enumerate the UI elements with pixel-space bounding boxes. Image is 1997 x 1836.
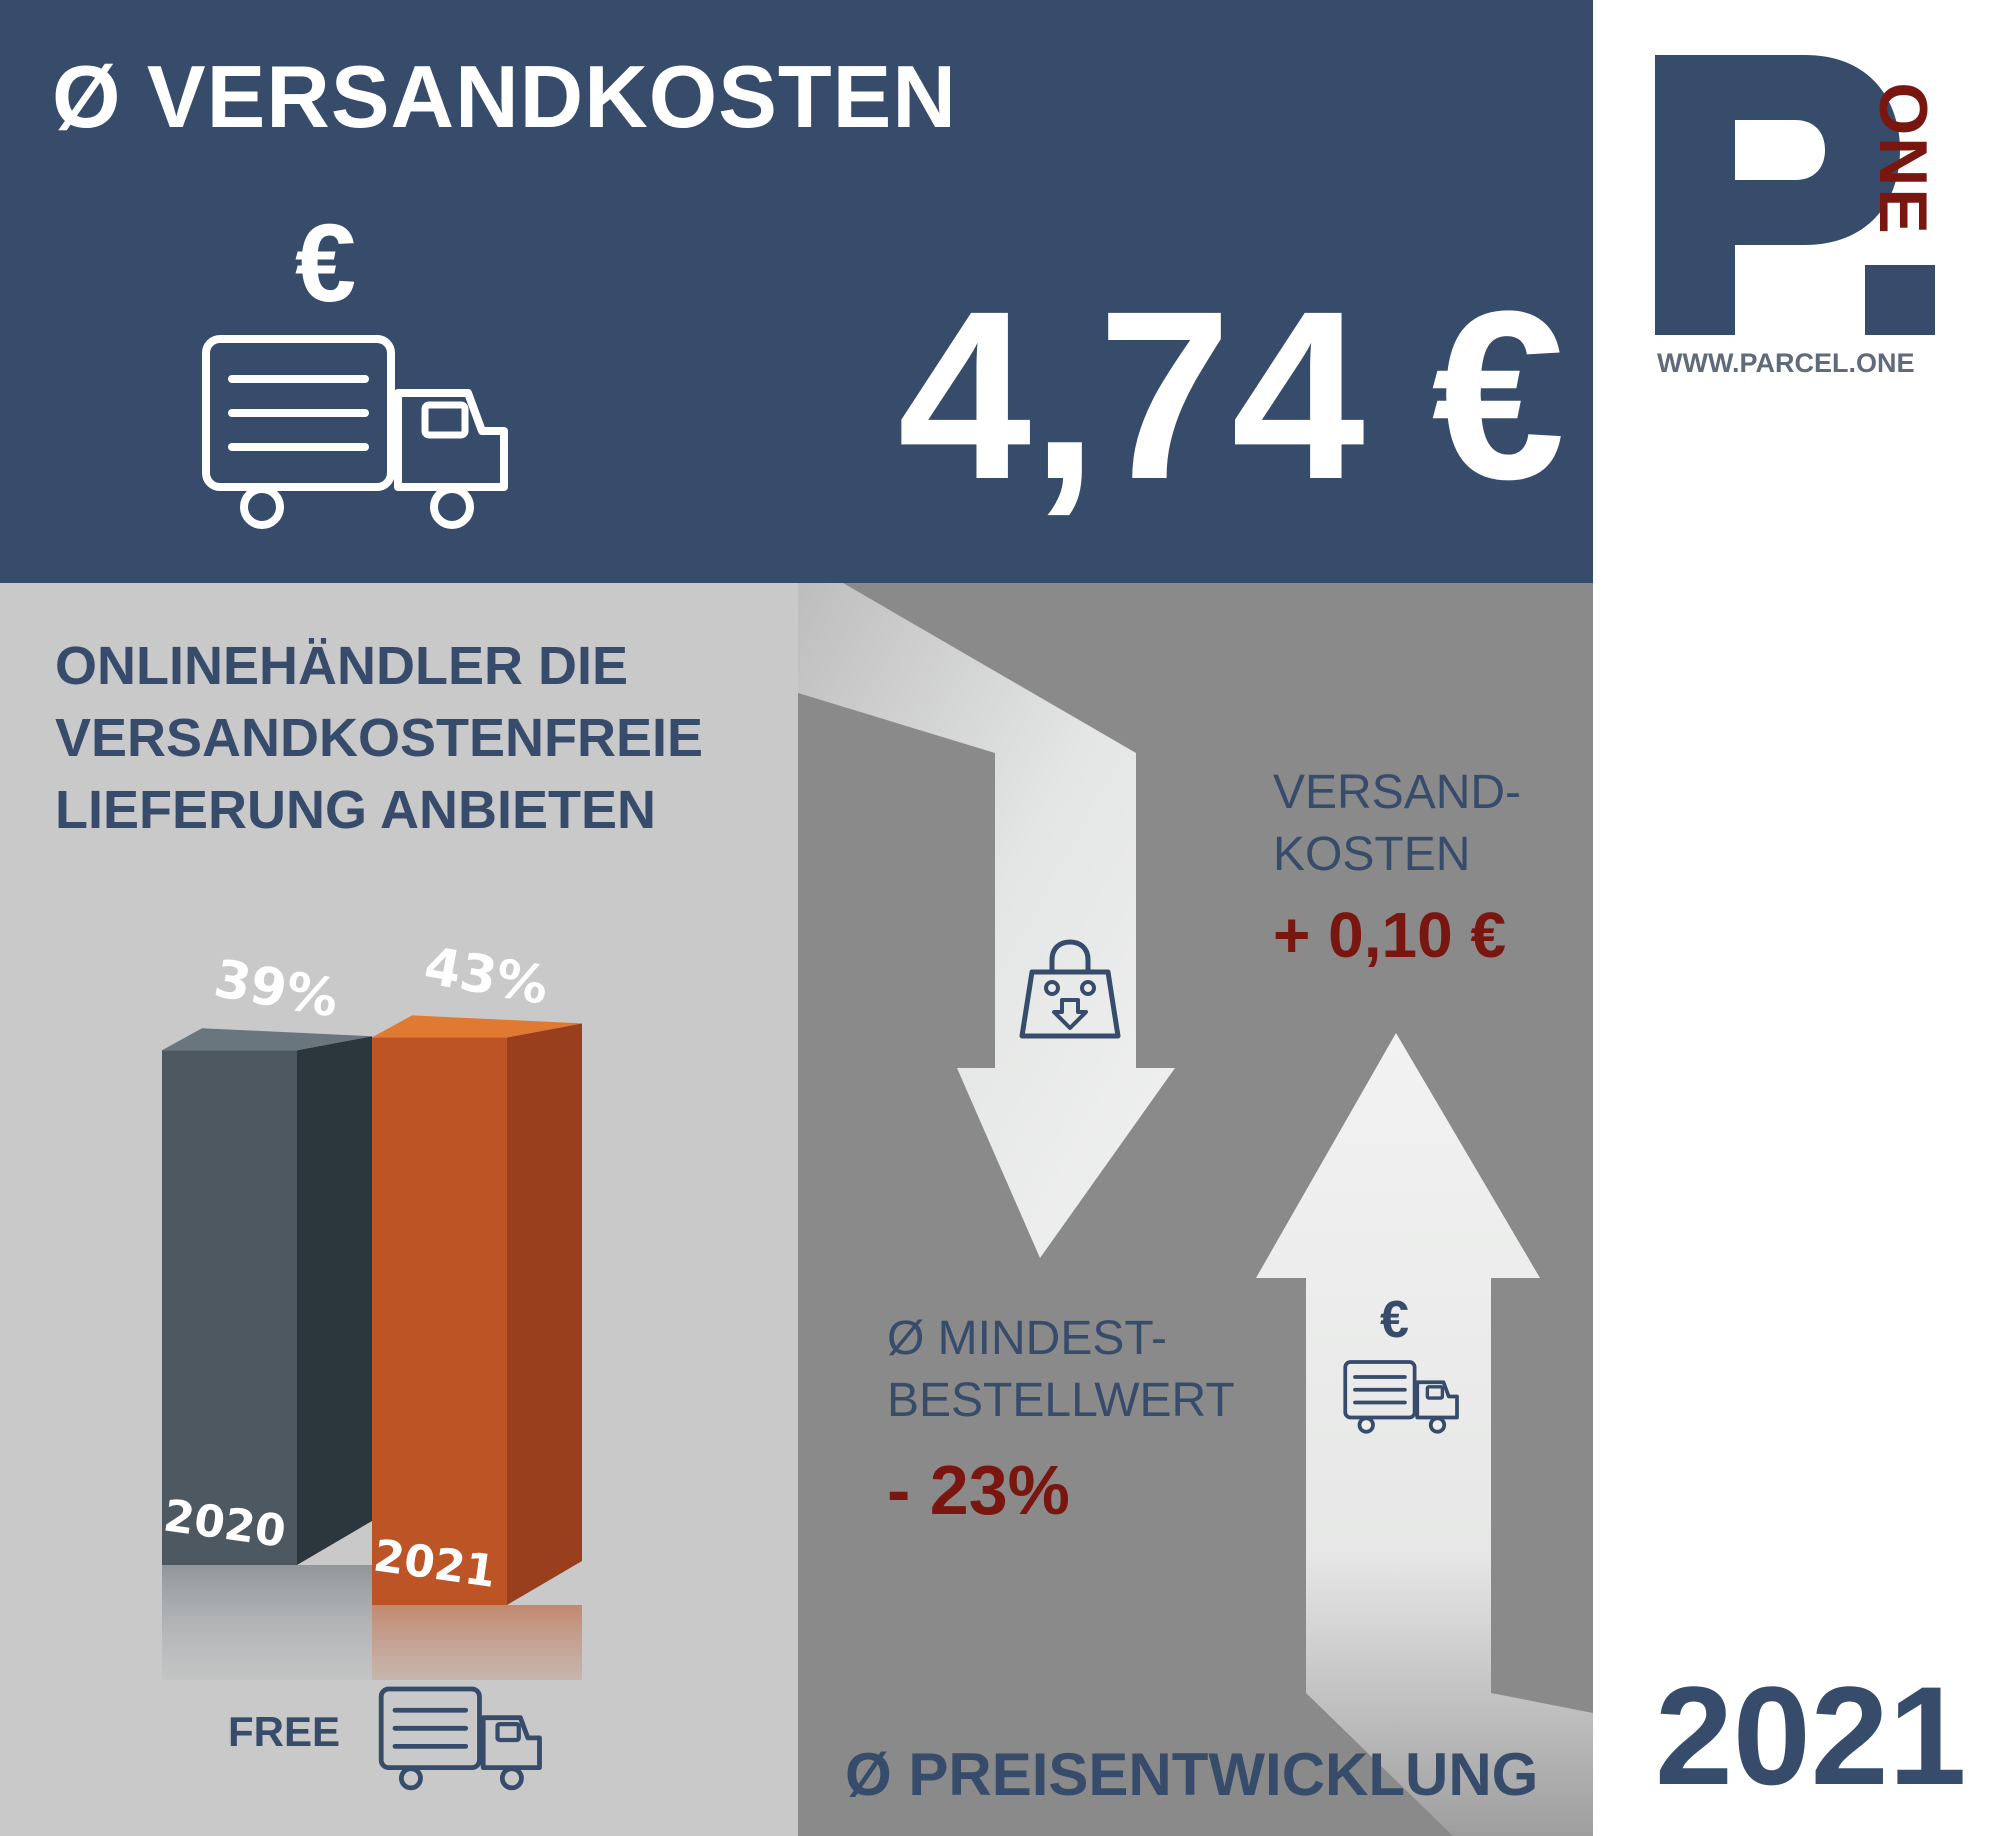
free-label: FREE: [228, 1708, 341, 1755]
bar-2021: [372, 1037, 507, 1605]
chart-subtitle: ONLINEHÄNDLER DIE VERSANDKOSTENFREIE LIE…: [55, 630, 795, 846]
price-trend-title: Ø PREISENTWICKLUNG: [845, 1741, 1539, 1808]
logo-word: ONE: [1865, 60, 1945, 260]
bar-side-2021: [507, 1023, 582, 1605]
versandkosten-change: + 0,10 €: [1273, 899, 1507, 971]
bar-2020: [162, 1050, 297, 1565]
logo-word-text: ONE: [1865, 82, 1941, 236]
average-shipping-cost: 4,74 €: [897, 261, 1565, 529]
subtitle-line-1: ONLINEHÄNDLER DIE: [55, 636, 629, 696]
shopping-bag-icon: [1019, 939, 1121, 1039]
bar-top-2020: [162, 1028, 372, 1051]
logo-url: WWW.PARCEL.ONE: [1657, 348, 1915, 378]
subtitle-line-3: LIEFERUNG ANBIETEN: [55, 780, 657, 840]
bar-value-label-2021: 43%: [420, 936, 553, 1017]
bar-side-2020: [297, 1036, 372, 1565]
euro-icon: €: [295, 202, 357, 325]
versandkosten-label-line-1: VERSAND-: [1273, 766, 1522, 819]
subtitle-line-2: VERSANDKOSTENFREIE: [55, 708, 704, 768]
mindestbestellwert-change: - 23%: [887, 1451, 1070, 1529]
bar-value-label-2020: 39%: [210, 949, 343, 1030]
down-arrow: [798, 583, 1175, 1258]
cost-truck-icon: [1343, 1360, 1459, 1434]
bar-top-2021: [372, 1015, 582, 1038]
mindestbestellwert-label-line-2: BESTELLWERT: [887, 1374, 1235, 1427]
mindestbestellwert-label: Ø MINDEST- BESTELLWERT: [887, 1308, 1235, 1432]
bar-reflection-2020: [162, 1565, 372, 1680]
mindestbestellwert-label-line-1: Ø MINDEST-: [887, 1312, 1168, 1365]
bar-reflection-2021: [372, 1605, 582, 1680]
trend-arrows: [798, 583, 1593, 1836]
up-arrow: [1256, 1033, 1593, 1836]
free-delivery-truck-icon: [378, 1686, 542, 1791]
delivery-truck-icon: [202, 335, 508, 529]
report-year: 2021: [1655, 1657, 1967, 1814]
versandkosten-label-line-2: KOSTEN: [1273, 828, 1471, 881]
page-title: Ø VERSANDKOSTEN: [52, 47, 957, 146]
versandkosten-label: VERSAND- KOSTEN: [1273, 762, 1521, 886]
euro-icon-small: €: [1380, 1291, 1409, 1349]
parcel-one-logo: [1655, 55, 1935, 335]
